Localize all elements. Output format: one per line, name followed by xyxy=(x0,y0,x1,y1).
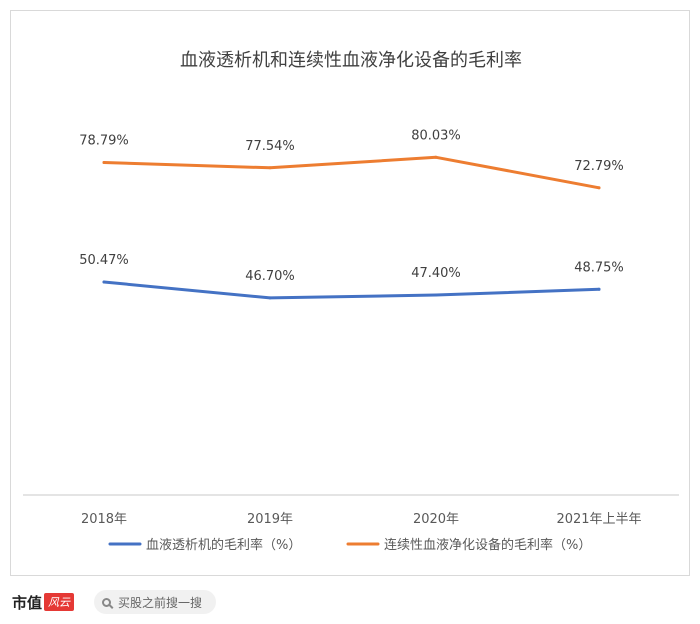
data-point xyxy=(597,186,601,190)
data-point xyxy=(102,161,106,164)
data-point xyxy=(102,280,106,284)
search-input[interactable]: 买股之前搜一搜 xyxy=(94,590,216,614)
data-label: 80.03% xyxy=(411,128,461,143)
data-point xyxy=(597,287,601,291)
search-placeholder: 买股之前搜一搜 xyxy=(118,595,203,610)
data-label: 78.79% xyxy=(79,134,129,149)
data-point xyxy=(434,293,438,297)
data-point xyxy=(434,155,438,159)
series-line-1 xyxy=(102,280,601,300)
chart-title: 血液透析机和连续性血液净化设备的毛利率 xyxy=(180,50,522,71)
data-label: 48.75% xyxy=(574,260,624,275)
data-label: 46.70% xyxy=(245,269,295,284)
footer-bar: 市值 风云 买股之前搜一搜 xyxy=(0,580,700,624)
legend-label-2: 连续性血液净化设备的毛利率（%） xyxy=(384,537,591,553)
data-label: 77.54% xyxy=(245,139,295,154)
search-icon xyxy=(102,597,111,607)
data-label: 50.47% xyxy=(79,253,129,268)
legend-label-1: 血液透析机的毛利率（%） xyxy=(146,537,301,553)
brand-logo[interactable]: 市值 风云 xyxy=(12,592,75,612)
data-label: 72.79% xyxy=(574,159,624,174)
logo-badge: 风云 xyxy=(44,593,75,611)
data-point xyxy=(268,296,272,300)
x-tick-label: 2021年上半年 xyxy=(556,512,641,527)
series-line-2 xyxy=(102,155,601,190)
chart-frame: 血液透析机和连续性血液净化设备的毛利率 2018年 2019年 2020年 2021年上… xyxy=(10,10,690,576)
data-point xyxy=(268,166,272,170)
x-tick-label: 2018年 xyxy=(81,512,127,527)
data-label: 47.40% xyxy=(411,266,461,281)
x-tick-label: 2020年 xyxy=(413,512,459,527)
x-tick-label: 2019年 xyxy=(247,512,293,527)
logo-text: 市值 xyxy=(12,593,43,612)
line-chart: 血液透析机和连续性血液净化设备的毛利率 2018年 2019年 2020年 2021年上… xyxy=(23,50,679,553)
